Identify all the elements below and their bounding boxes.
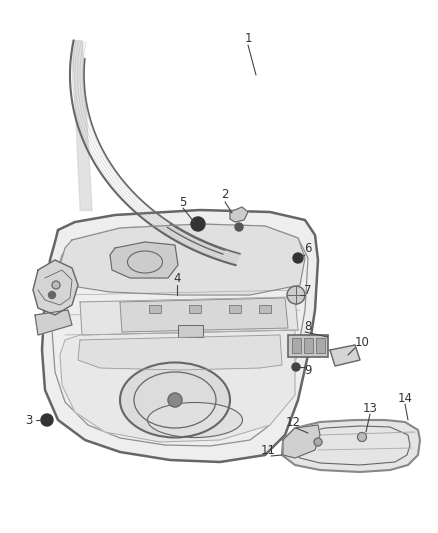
Bar xyxy=(189,305,201,313)
Polygon shape xyxy=(60,224,305,295)
Ellipse shape xyxy=(120,362,230,438)
Circle shape xyxy=(357,432,367,441)
Polygon shape xyxy=(42,210,318,462)
Text: 5: 5 xyxy=(179,196,187,208)
Polygon shape xyxy=(330,345,360,366)
Circle shape xyxy=(314,438,322,446)
Text: 11: 11 xyxy=(261,443,276,456)
Bar xyxy=(316,338,325,353)
Text: 4: 4 xyxy=(173,271,181,285)
Text: 3: 3 xyxy=(25,414,33,426)
Circle shape xyxy=(49,292,56,298)
Text: 14: 14 xyxy=(398,392,413,405)
Polygon shape xyxy=(78,335,282,370)
Polygon shape xyxy=(162,224,225,261)
Circle shape xyxy=(52,281,60,289)
Text: 9: 9 xyxy=(304,364,312,376)
Circle shape xyxy=(292,363,300,371)
Polygon shape xyxy=(33,260,78,315)
Polygon shape xyxy=(282,420,420,472)
Polygon shape xyxy=(230,207,248,222)
Bar xyxy=(259,305,271,313)
Polygon shape xyxy=(60,330,295,442)
Text: 1: 1 xyxy=(244,31,252,44)
Polygon shape xyxy=(283,425,320,458)
Bar xyxy=(178,325,203,337)
Bar xyxy=(304,338,313,353)
Polygon shape xyxy=(120,298,288,332)
Circle shape xyxy=(235,223,243,231)
Polygon shape xyxy=(80,297,298,335)
Circle shape xyxy=(168,393,182,407)
Circle shape xyxy=(293,253,303,263)
Ellipse shape xyxy=(148,402,243,438)
Text: 13: 13 xyxy=(363,401,378,415)
Circle shape xyxy=(41,414,53,426)
Bar xyxy=(288,335,328,357)
Polygon shape xyxy=(110,242,178,278)
Text: 7: 7 xyxy=(304,284,312,296)
Bar xyxy=(149,305,161,313)
Text: 12: 12 xyxy=(286,416,300,430)
Circle shape xyxy=(287,286,305,304)
Circle shape xyxy=(191,217,205,231)
Text: 2: 2 xyxy=(221,189,229,201)
Text: 8: 8 xyxy=(304,320,312,334)
Bar xyxy=(292,338,301,353)
Text: 10: 10 xyxy=(355,335,369,349)
Text: 6: 6 xyxy=(304,241,312,254)
Bar xyxy=(229,305,241,313)
Polygon shape xyxy=(35,310,72,335)
